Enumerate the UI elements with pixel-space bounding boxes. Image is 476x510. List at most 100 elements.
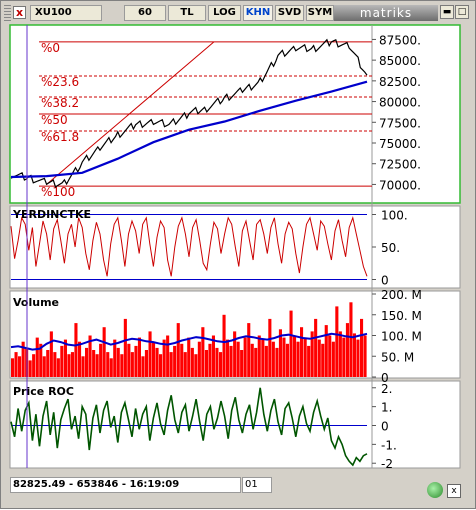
svd-button[interactable]: SVD: [275, 5, 304, 21]
volume-bar: [39, 343, 43, 377]
volume-bar: [293, 335, 297, 377]
y-tick-label: 50.: [381, 241, 400, 255]
volume-bar: [35, 337, 39, 377]
matriks-logo: matriks: [334, 5, 438, 21]
volume-bar: [324, 325, 328, 377]
volume-title: Volume: [13, 296, 59, 309]
volume-bar: [32, 354, 36, 377]
minimize-icon[interactable]: ▬: [440, 5, 454, 19]
close-chart-button[interactable]: x: [13, 6, 26, 19]
volume-bar: [201, 327, 205, 377]
volume-bar: [194, 354, 198, 377]
volume-bar: [296, 341, 300, 377]
volume-bar: [197, 341, 201, 377]
fibonacci-levels: %0 %23.6 %38.2 %50 %61.8 %100: [39, 41, 372, 199]
yerdinctke-title: YERDINCTKE: [12, 208, 91, 221]
volume-bar: [99, 343, 103, 377]
volume-bar: [21, 341, 25, 377]
volume-bar: [349, 302, 353, 377]
volume-bar: [67, 354, 71, 377]
volume-bar: [226, 339, 230, 377]
fib-label: %61.8: [41, 130, 79, 144]
period-button[interactable]: 60: [124, 5, 166, 21]
close-icon[interactable]: x: [447, 484, 461, 498]
y-tick-label: 100.: [381, 209, 408, 223]
volume-bar: [190, 347, 194, 377]
fib-label: %100: [41, 185, 75, 199]
volume-bar: [180, 343, 184, 377]
volume-bar: [123, 318, 127, 377]
volume-bar: [60, 345, 64, 377]
volume-bar: [95, 354, 99, 377]
restore-icon[interactable]: □: [455, 5, 469, 19]
volume-bar: [208, 343, 212, 377]
volume-bar: [46, 350, 50, 377]
volume-bar: [152, 341, 156, 377]
y-tick-label: 200. M: [381, 288, 422, 302]
y-tick-label: 75000.: [379, 137, 421, 151]
log-button[interactable]: LOG: [208, 5, 241, 21]
volume-bar: [282, 337, 286, 377]
currency-button[interactable]: TL: [168, 5, 206, 21]
volume-bar: [28, 360, 32, 377]
volume-bar: [11, 358, 15, 377]
volume-bar: [169, 352, 173, 377]
symbol-field[interactable]: XU100: [30, 5, 102, 21]
volume-bar: [328, 335, 332, 377]
toolbar-grip[interactable]: [4, 5, 11, 21]
volume-bar: [127, 343, 131, 377]
y-tick-label: 70000.: [379, 178, 421, 192]
y-tick-label: 2.: [381, 382, 392, 396]
price-line: [10, 38, 368, 188]
volume-bar: [92, 350, 96, 377]
yerdinctke-line: [10, 216, 368, 277]
khn-button[interactable]: KHN: [243, 5, 273, 21]
volume-bar: [187, 337, 191, 377]
volume-bar: [271, 341, 275, 377]
volume-bar: [275, 347, 279, 377]
volume-bar: [116, 347, 120, 377]
y-tick-label: 100. M: [381, 330, 422, 344]
volume-bar: [285, 343, 289, 377]
refresh-icon[interactable]: [427, 482, 443, 498]
y-tick-label: 87500.: [379, 33, 421, 47]
volume-bar: [134, 345, 138, 377]
volume-bar: [229, 345, 233, 377]
volume-bar: [204, 350, 208, 377]
fib-label: %23.6: [41, 75, 79, 89]
volume-bar: [247, 323, 251, 377]
volume-bar: [70, 352, 74, 377]
volume-bar: [236, 341, 240, 377]
price-readout: 82825.49 - 653846 - 16:19:09: [10, 477, 241, 493]
sym-button[interactable]: SYM: [306, 5, 334, 21]
volume-bar: [102, 327, 106, 377]
volume-bar: [300, 327, 304, 377]
volume-bar: [159, 354, 163, 377]
price-series: [10, 38, 368, 188]
y-tick-label: 1.: [381, 401, 392, 415]
chart-toolbar: x XU100 60 TL LOG KHN SVD SYM matriks ▬ …: [4, 5, 470, 23]
volume-bar: [42, 356, 46, 378]
volume-bar: [307, 345, 311, 377]
volume-bar: [222, 314, 226, 378]
volume-bar: [317, 339, 321, 377]
volume-bar: [85, 347, 89, 377]
volume-bar: [113, 339, 117, 377]
volume-bar: [141, 356, 145, 378]
fib-label: %38.2: [41, 96, 79, 110]
volume-bar: [176, 323, 180, 377]
volume-bar: [303, 337, 307, 377]
volume-bar: [120, 354, 124, 377]
volume-bar: [240, 350, 244, 377]
y-tick-label: 50. M: [381, 350, 414, 364]
volume-bar: [250, 343, 254, 377]
volume-bar: [331, 341, 335, 377]
moving-average-line: [10, 80, 368, 179]
volume-bar: [63, 339, 67, 377]
volume-bar: [254, 347, 258, 377]
trend-line: [46, 41, 215, 185]
volume-bar: [18, 356, 22, 378]
volume-bar: [155, 347, 159, 377]
